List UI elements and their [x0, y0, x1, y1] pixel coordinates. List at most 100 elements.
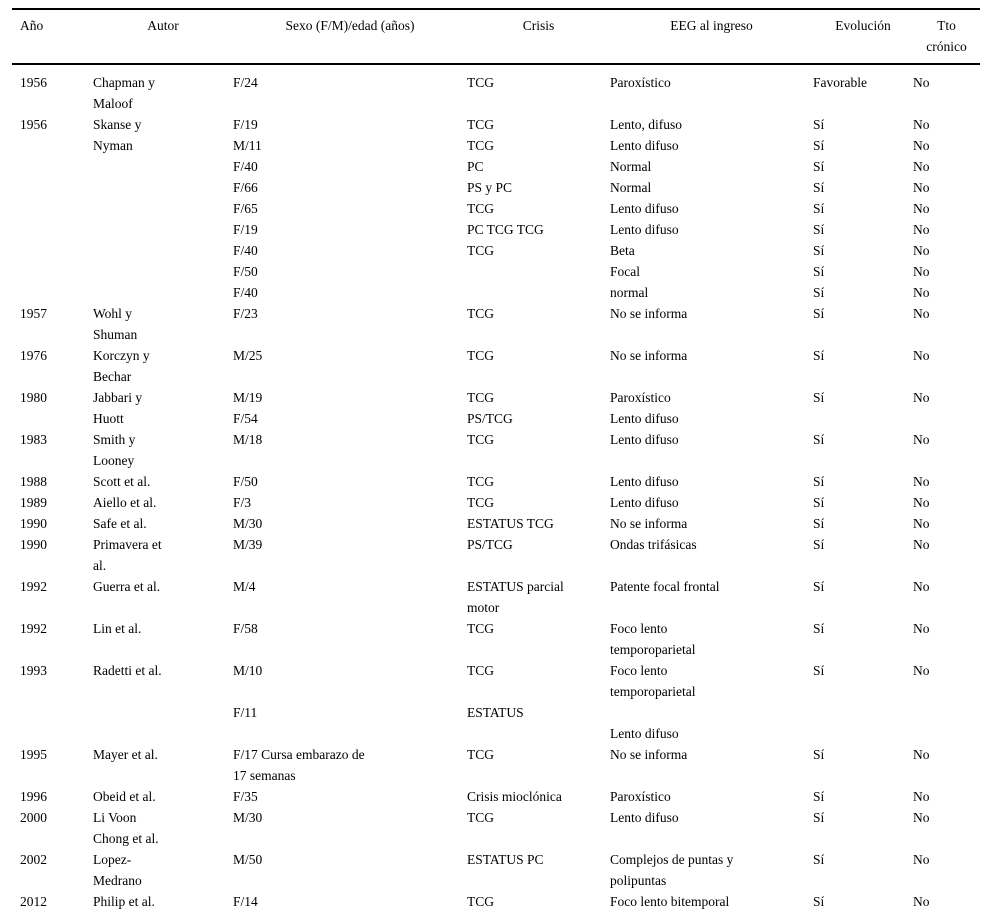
cell-tto: No: [913, 495, 930, 510]
cell-autor: Jabbari y Huott: [93, 390, 143, 426]
cell-eeg: Lento difuso: [610, 810, 679, 825]
cell-ano: 1956: [20, 117, 47, 132]
cell-eeg: Foco lento temporoparietal: [610, 621, 696, 657]
cell-tto: No: [913, 579, 930, 594]
cell-evolucion: Favorable: [813, 75, 867, 90]
cell-tto: No: [913, 75, 930, 90]
cell-crisis: TCG: [467, 474, 494, 489]
cell-evolucion: Sí: [813, 432, 825, 447]
cell-sexo: M/19 F/54: [233, 390, 263, 426]
cell-ano: 1980: [20, 390, 47, 405]
cell-evolucion: Sí: [813, 579, 825, 594]
cell-autor: Wohl y Shuman: [93, 306, 138, 342]
cell-crisis: ESTATUS TCG: [467, 516, 554, 531]
cell-evolucion: Sí: [813, 537, 825, 552]
cell-ano: 1996: [20, 789, 47, 804]
cell-eeg: No se informa: [610, 747, 688, 762]
col-header-crisis: Crisis: [467, 9, 610, 65]
cell-autor: Skanse y Nyman: [93, 117, 142, 153]
cell-evolucion: Sí: [813, 474, 825, 489]
cell-evolucion: Sí: [813, 495, 825, 510]
page: Año Autor Sexo (F/M)/edad (años) Crisis …: [12, 8, 980, 917]
cell-eeg: Paroxístico Lento difuso: [610, 390, 679, 426]
cell-tto: No: [913, 747, 930, 762]
cell-autor: Obeid et al.: [93, 789, 156, 804]
cell-autor: Guerra et al.: [93, 579, 161, 594]
cell-ano: 1993: [20, 663, 47, 678]
cell-eeg: No se informa: [610, 348, 688, 363]
table-row: 1993 Radetti et al. M/10 F/11 TCG ESTATUS Fo…: [12, 660, 980, 744]
cell-crisis: ESTATUS parcial motor: [467, 579, 564, 615]
cell-autor: Lopez- Medrano: [93, 852, 142, 888]
cell-ano: 1983: [20, 432, 47, 447]
cell-evolucion: Sí: [813, 348, 825, 363]
cell-evolucion: Sí: [813, 516, 825, 531]
table-row: 1988 Scott et al. F/50 TCG Lento difuso Sí No: [12, 471, 980, 492]
cell-autor: Chapman y Maloof: [93, 75, 155, 111]
cell-crisis: Crisis mioclónica: [467, 789, 562, 804]
cell-eeg: Lento difuso: [610, 495, 679, 510]
cell-autor: Radetti et al.: [93, 663, 162, 678]
cell-evolucion: Sí: [813, 852, 825, 867]
col-header-eeg-al-ingreso: EEG al ingreso: [610, 9, 813, 65]
cell-tto: No: [913, 474, 930, 489]
table-row: 1983 Smith y Looney M/18 TCG Lento difuso Sí N…: [12, 429, 980, 471]
cell-ano: 1976: [20, 348, 47, 363]
cell-evolucion: Sí: [813, 789, 825, 804]
cell-sexo: F/17 Cursa embarazo de 17 semanas: [233, 747, 365, 783]
cell-sexo: M/10 F/11: [233, 663, 263, 720]
cell-sexo: F/50: [233, 474, 258, 489]
table-row: 1957 Wohl y Shuman F/23 TCG No se informa Sí N…: [12, 303, 980, 345]
cell-tto: No: [913, 390, 930, 405]
cell-crisis: TCG: [467, 810, 494, 825]
table-body: 1956 Chapman y Maloof F/24 TCG Paroxístico Fa…: [12, 64, 980, 917]
cell-tto: No: [913, 306, 930, 321]
table-row: 2002 Lopez- Medrano M/50 ESTATUS PC Complejo…: [12, 849, 980, 891]
cell-sexo: F/23: [233, 306, 258, 321]
cell-crisis: TCG TCG PC PS y PC TCG PC TCG TCG TCG: [467, 117, 544, 258]
cell-crisis: TCG: [467, 432, 494, 447]
table-row: 1980 Jabbari y Huott M/19 F/54 TCG PS/TCG Pa…: [12, 387, 980, 429]
cell-sexo: M/39: [233, 537, 263, 552]
cell-tto: No: [913, 348, 930, 363]
cell-ano: 1956: [20, 75, 47, 90]
cell-eeg: Lento difuso: [610, 432, 679, 447]
cell-evolucion: Sí: [813, 306, 825, 321]
cell-evolucion: Sí: [813, 663, 825, 678]
col-header-sexo-edad: Sexo (F/M)/edad (años): [233, 9, 467, 65]
cell-evolucion: Sí: [813, 747, 825, 762]
cell-eeg: Foco lento temporoparietal Lento difuso: [610, 663, 696, 741]
cell-crisis: TCG: [467, 75, 494, 90]
cell-eeg: Ondas trifásicas: [610, 537, 697, 552]
cell-ano: 1992: [20, 621, 47, 636]
cell-eeg: No se informa: [610, 306, 688, 321]
cell-ano: 1995: [20, 747, 47, 762]
cell-autor: Aiello et al.: [93, 495, 157, 510]
cell-sexo: F/14: [233, 894, 258, 909]
cell-crisis: TCG ESTATUS: [467, 663, 524, 720]
cell-sexo: M/50: [233, 852, 263, 867]
cell-sexo: M/30: [233, 810, 263, 825]
table-row: 1992 Guerra et al. M/4 ESTATUS parcial moto…: [12, 576, 980, 618]
table-row: 2000 Li Voon Chong et al. M/30 TCG Lento dif…: [12, 807, 980, 849]
table-row: 1976 Korczyn y Bechar M/25 TCG No se informa…: [12, 345, 980, 387]
cell-sexo: F/24: [233, 75, 258, 90]
cell-eeg: No se informa: [610, 516, 688, 531]
cell-tto: No: [913, 516, 930, 531]
cell-crisis: ESTATUS PC: [467, 852, 544, 867]
cell-sexo: F/58: [233, 621, 258, 636]
cell-tto: No No No No No No No No No: [913, 117, 930, 300]
cell-autor: Primavera et al.: [93, 537, 162, 573]
col-header-autor: Autor: [93, 9, 233, 65]
table-row: 1956 Chapman y Maloof F/24 TCG Paroxístico Fa…: [12, 64, 980, 114]
cell-evolucion: Sí Sí Sí Sí Sí Sí Sí Sí Sí: [813, 117, 825, 300]
cell-ano: 1989: [20, 495, 47, 510]
cell-tto: No: [913, 852, 930, 867]
table-header: Año Autor Sexo (F/M)/edad (años) Crisis …: [12, 9, 980, 65]
cell-tto: No: [913, 621, 930, 636]
cell-eeg: Patente focal frontal: [610, 579, 720, 594]
cell-tto: No: [913, 432, 930, 447]
cell-tto: No: [913, 810, 930, 825]
cell-sexo: M/4: [233, 579, 256, 594]
cell-sexo: F/35: [233, 789, 258, 804]
